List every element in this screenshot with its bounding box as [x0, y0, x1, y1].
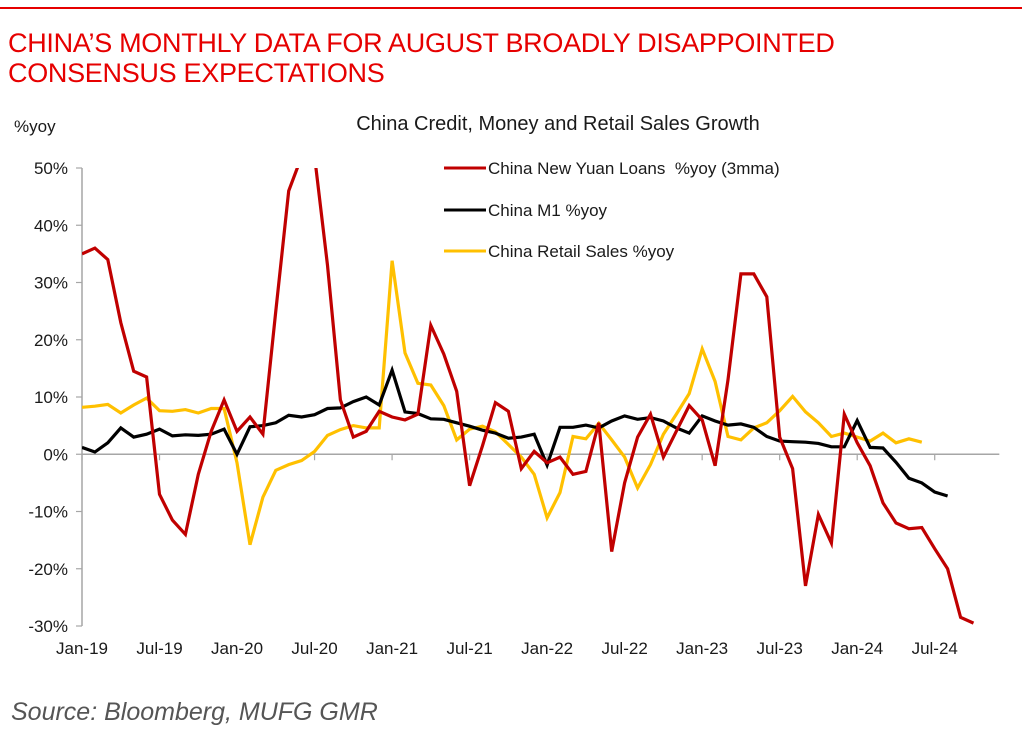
- series-lines: [82, 168, 975, 625]
- y-tick-label: -10%: [28, 503, 68, 522]
- y-tick-label: 40%: [34, 216, 68, 235]
- x-tick-label: Jan-22: [521, 639, 573, 658]
- y-tick-label: 10%: [34, 388, 68, 407]
- legend-label-retail: China Retail Sales %yoy: [488, 242, 675, 261]
- x-tick-label: Jul-22: [601, 639, 647, 658]
- legend-label-m1: China M1 %yoy: [488, 201, 608, 220]
- y-tick-label: -30%: [28, 617, 68, 636]
- x-tick-label: Jul-21: [446, 639, 492, 658]
- x-tick-label: Jul-23: [757, 639, 803, 658]
- x-tick-label: Jan-21: [366, 639, 418, 658]
- legend: China New Yuan Loans %yoy (3mma) China M…: [444, 159, 780, 261]
- series-line-new-yuan-loans: [82, 168, 975, 625]
- x-tick-label: Jan-23: [676, 639, 728, 658]
- y-tick-label: 30%: [34, 274, 68, 293]
- y-tick-label: 20%: [34, 331, 68, 350]
- axes: 50% 40% 30% 20% 10% 0% -10% -20% -30% Jan-19 Jul-1…: [28, 159, 1000, 658]
- chart-title: China Credit, Money and Retail Sales Gro…: [356, 113, 760, 135]
- x-tick-label: Jan-24: [831, 639, 883, 658]
- legend-label-loans: China New Yuan Loans %yoy (3mma): [488, 159, 780, 178]
- source-note: Source: Bloomberg, MUFG GMR: [11, 698, 378, 726]
- x-tick-label: Jul-24: [912, 639, 958, 658]
- x-tick-label: Jan-19: [56, 639, 108, 658]
- x-tick-label: Jul-20: [291, 639, 337, 658]
- headline-line-2: CONSENSUS EXPECTATIONS: [8, 58, 385, 88]
- headline: CHINA’S MONTHLY DATA FOR AUGUST BROADLY …: [8, 28, 1008, 88]
- y-tick-label: 0%: [43, 445, 68, 464]
- top-rule: [0, 7, 1022, 9]
- x-tick-label: Jan-20: [211, 639, 263, 658]
- y-tick-label: 50%: [34, 159, 68, 178]
- y-axis-label: %yoy: [14, 117, 56, 136]
- headline-line-1: CHINA’S MONTHLY DATA FOR AUGUST BROADLY …: [8, 28, 835, 58]
- x-tick-label: Jul-19: [136, 639, 182, 658]
- y-tick-label: -20%: [28, 560, 68, 579]
